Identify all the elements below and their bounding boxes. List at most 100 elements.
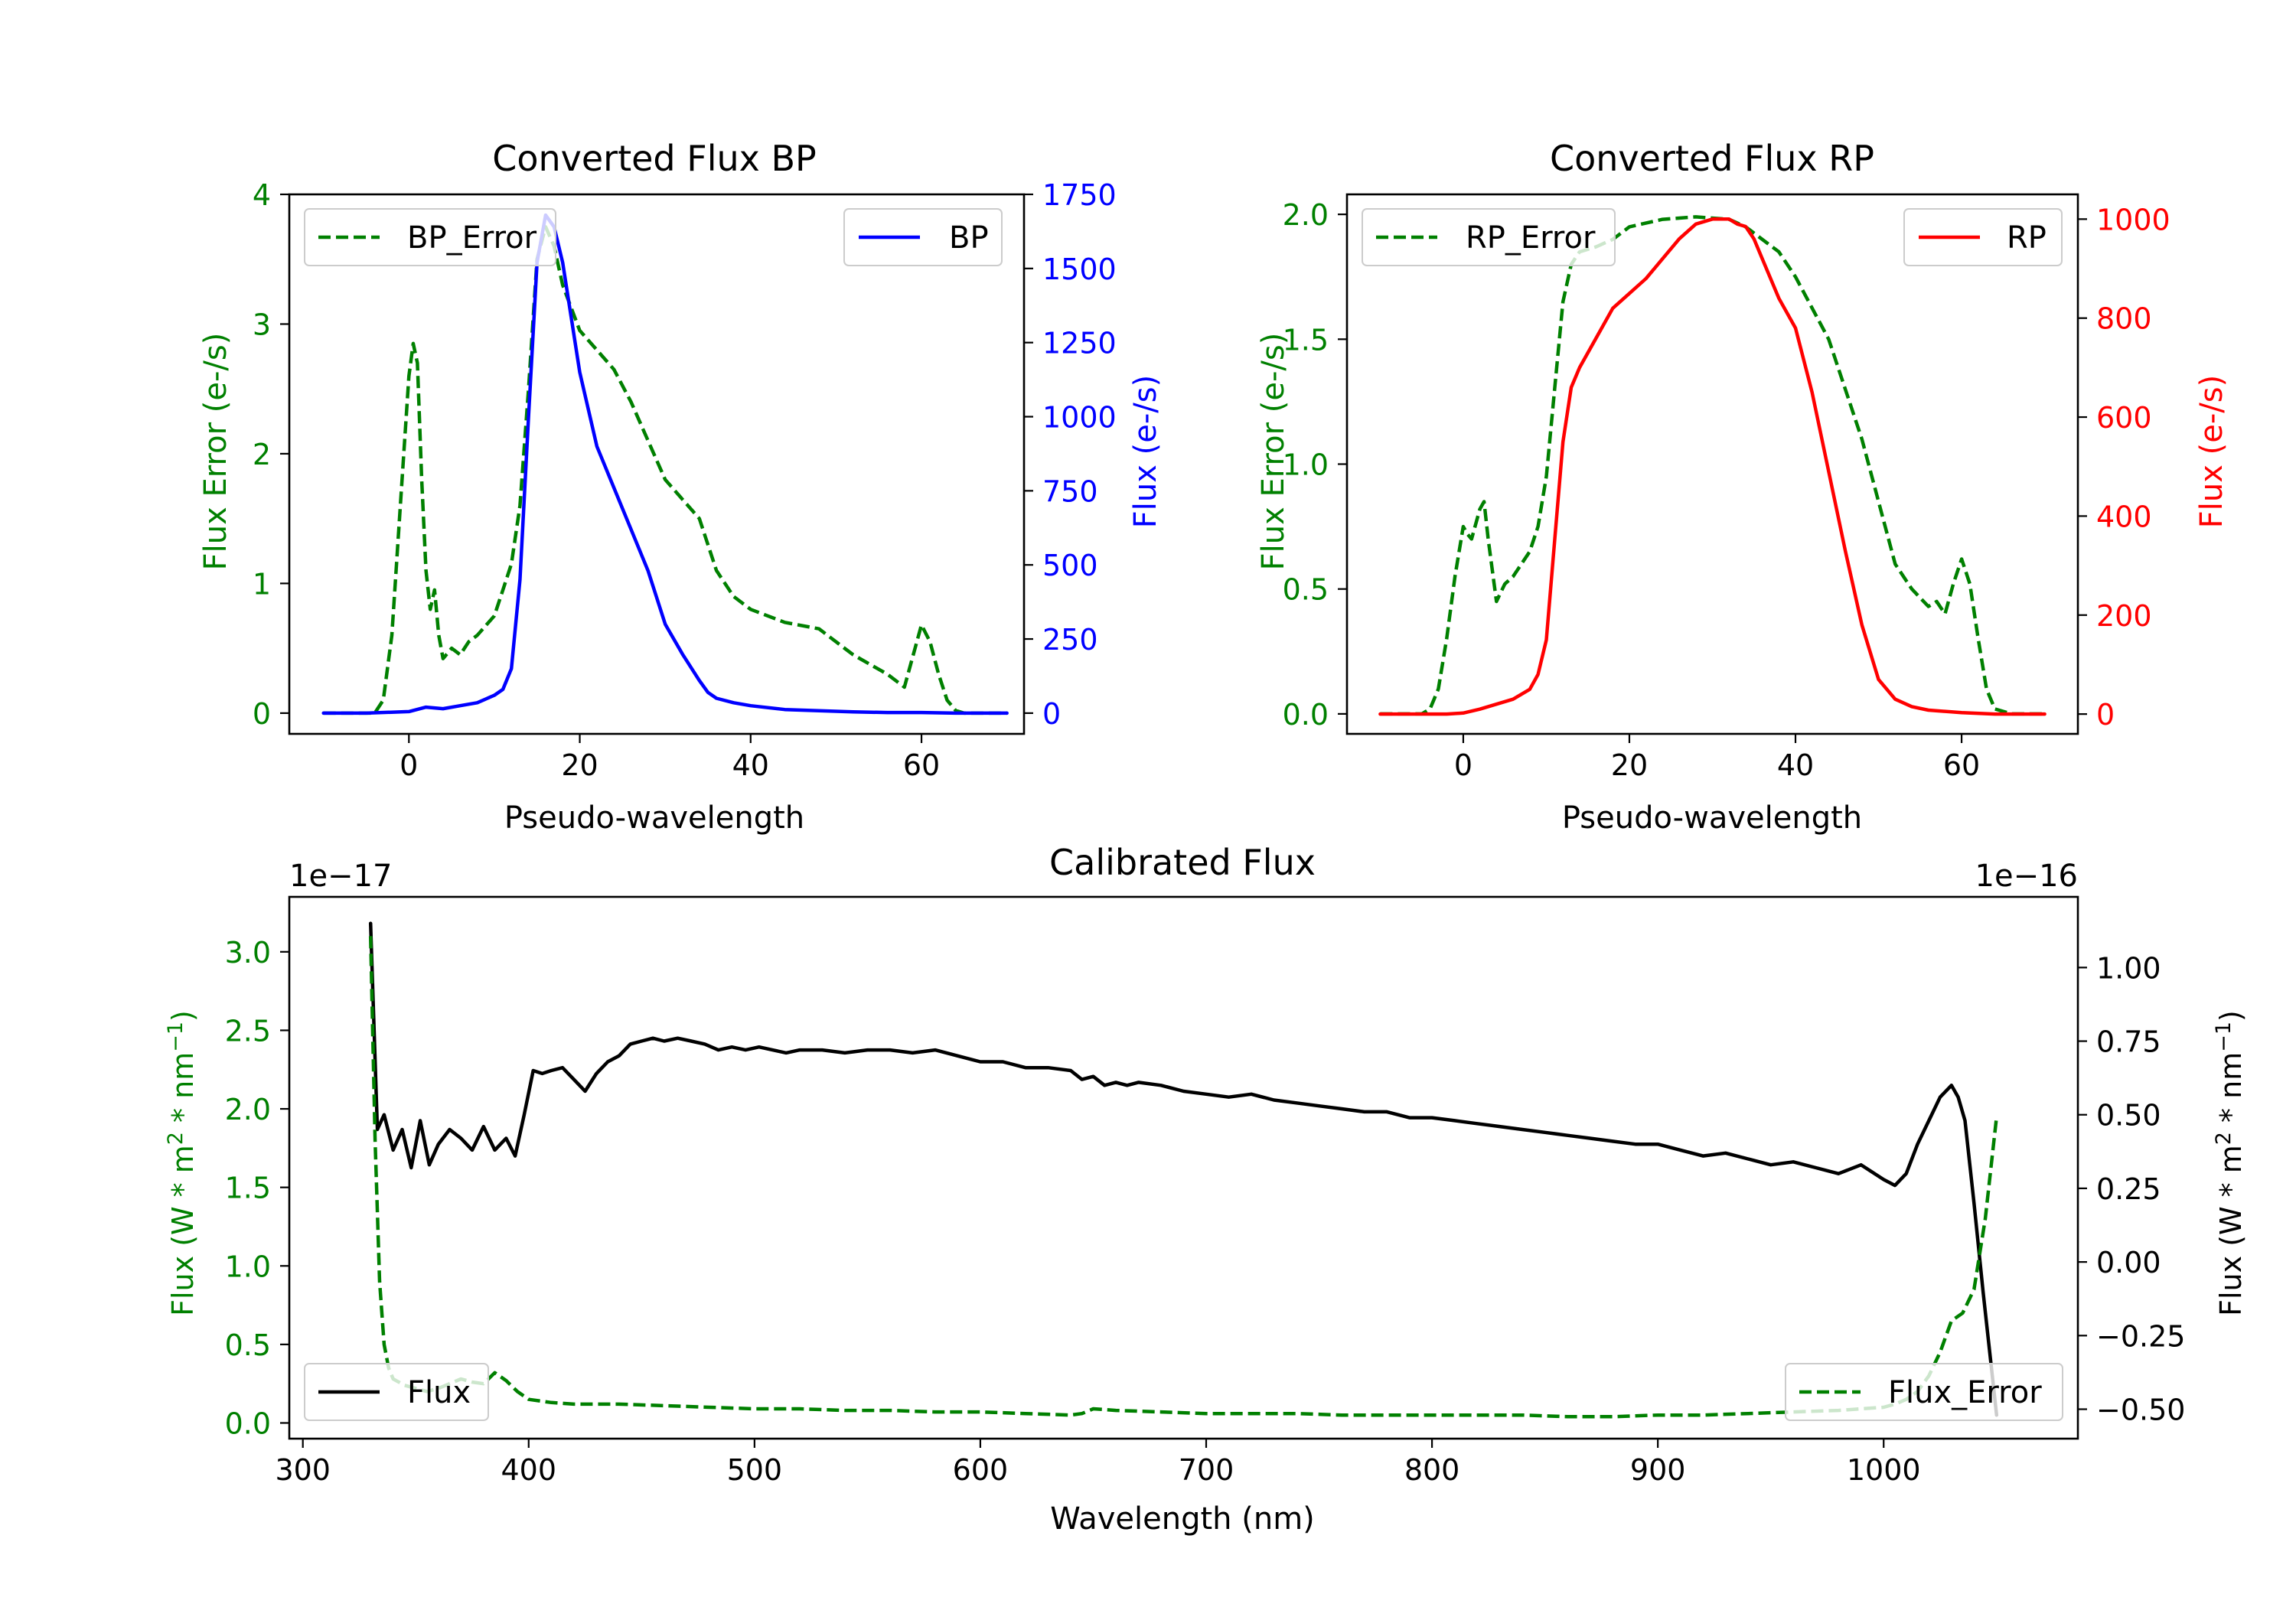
rp-ytick-right-label: 200: [2096, 599, 2152, 633]
rp-ytick-right-label: 1000: [2096, 203, 2170, 236]
cal-xtick-label: 1000: [1847, 1453, 1921, 1487]
rp-xtick-label: 60: [1943, 748, 1980, 782]
panel-converted-flux-rp: Converted Flux RP Pseudo-wavelength Flux…: [1256, 138, 2229, 836]
cal-ytick-left-label: 0.0: [225, 1407, 271, 1440]
cal-ytick-right-label: −0.25: [2096, 1319, 2185, 1353]
bp-xlabel: Pseudo-wavelength: [504, 800, 804, 836]
bp-ytick-left-label: 4: [253, 178, 271, 212]
cal-legend-flux-box: [304, 1363, 489, 1421]
bp-ytick-right-label: 1000: [1042, 401, 1117, 435]
bp-ytick-left-label: 2: [253, 438, 271, 471]
cal-ytick-right-label: 0.75: [2096, 1025, 2161, 1059]
rp-series-rp: [1378, 217, 2047, 716]
bp-ytick-right-label: 1500: [1042, 253, 1117, 286]
rp-ytick-left-label: 0.5: [1283, 573, 1329, 607]
cal-xtick-label: 500: [727, 1453, 783, 1487]
rp-ytick-right-label: 0: [2096, 698, 2115, 732]
cal-xtick-label: 600: [953, 1453, 1009, 1487]
cal-ytick-left-label: 0.5: [225, 1328, 271, 1362]
cal-title: Calibrated Flux: [1049, 842, 1316, 883]
panel-converted-flux-bp: Converted Flux BP Pseudo-wavelength Flux…: [198, 138, 1163, 836]
bp-legend-error-label: BP_Error: [407, 220, 537, 256]
bp-axes-frame: [288, 193, 1026, 735]
bp-legend-flux-label: BP: [949, 220, 989, 256]
rp-ytick-left-label: 1.5: [1283, 323, 1329, 357]
cal-ytick-left-label: 1.0: [225, 1250, 271, 1283]
panel-calibrated-flux: Calibrated Flux Wavelength (nm) 1e−17 1e…: [164, 842, 2248, 1537]
bp-ytick-right-label: 250: [1042, 623, 1098, 657]
rp-ylabel-left: Flux Error (e-/s): [1256, 333, 1291, 571]
rp-ytick-right-label: 800: [2096, 302, 2152, 336]
rp-ylabel-right: Flux (e-/s): [2194, 375, 2229, 528]
rp-legend-flux: RP: [1903, 208, 2063, 266]
cal-axes-frame: [288, 895, 2079, 1440]
cal-ytick-right-label: 0.50: [2096, 1099, 2161, 1133]
cal-ticks: 300 400 500 600 700 800 900 1000 0.0 0.5 1.0 1.5 2.0…: [225, 936, 2186, 1487]
rp-legend-flux-label: RP: [2007, 220, 2047, 256]
cal-legend-flux: Flux: [304, 1363, 489, 1421]
rp-axes-frame: [1345, 193, 2079, 735]
bp-legend-error: BP_Error: [304, 208, 556, 266]
bp-series-bp: [321, 213, 1009, 715]
bp-legend-flux: BP: [843, 208, 1003, 266]
cal-series: [368, 921, 1999, 1419]
cal-ytick-right-label: −0.50: [2096, 1393, 2185, 1427]
rp-title: Converted Flux RP: [1550, 138, 1874, 179]
cal-left-offset-text: 1e−17: [289, 859, 392, 894]
rp-ticks: 0 20 40 60 0.0 0.5 1.0 1.5 2.0 0 200 400 600 800 1000: [1283, 198, 2170, 782]
bp-ytick-left-label: 0: [253, 697, 271, 731]
rp-xtick-label: 40: [1777, 748, 1814, 782]
bp-xtick-label: 40: [732, 748, 769, 782]
rp-ytick-left-label: 2.0: [1283, 198, 1329, 232]
bp-ytick-right-label: 750: [1042, 474, 1098, 508]
bp-xtick-label: 20: [561, 748, 598, 782]
cal-ytick-left-label: 3.0: [225, 936, 271, 970]
cal-legend-error-label: Flux_Error: [1888, 1375, 2042, 1410]
rp-legend-error: RP_Error: [1362, 208, 1616, 266]
cal-legend-flux-label: Flux: [407, 1375, 471, 1410]
cal-ytick-right-label: 0.25: [2096, 1172, 2161, 1206]
cal-legend-error-box: [1785, 1363, 2063, 1421]
cal-series-flux: [368, 921, 1999, 1417]
cal-ytick-left-label: 2.5: [225, 1014, 271, 1048]
cal-ytick-left-label: 2.0: [225, 1093, 271, 1126]
cal-ytick-right-label: 1.00: [2096, 951, 2161, 985]
rp-legend-flux-box: [1903, 208, 2063, 266]
bp-legend-flux-box: [843, 208, 1003, 266]
bp-ytick-right-label: 0: [1042, 697, 1061, 731]
bp-ylabel-right: Flux (e-/s): [1128, 375, 1163, 528]
rp-xlabel: Pseudo-wavelength: [1562, 800, 1862, 836]
cal-ylabel-left: Flux (W * m2 * nm−1): [164, 1010, 200, 1316]
cal-xtick-label: 400: [501, 1453, 557, 1487]
cal-xtick-label: 300: [275, 1453, 331, 1487]
bp-xtick-label: 0: [400, 748, 418, 782]
rp-xtick-label: 0: [1454, 748, 1473, 782]
bp-title: Converted Flux BP: [492, 138, 817, 179]
rp-xtick-label: 20: [1611, 748, 1648, 782]
cal-right-offset-text: 1e−16: [1975, 859, 2078, 894]
rp-ytick-right-label: 400: [2096, 500, 2152, 533]
rp-legend-error-label: RP_Error: [1466, 220, 1596, 256]
bp-ytick-right-label: 500: [1042, 549, 1098, 582]
rp-ytick-left-label: 1.0: [1283, 448, 1329, 482]
cal-xtick-label: 800: [1404, 1453, 1460, 1487]
bp-xtick-label: 60: [903, 748, 940, 782]
bp-ytick-left-label: 1: [253, 567, 271, 601]
cal-ylabel-right: Flux (W * m2 * nm−1): [2212, 1010, 2248, 1316]
cal-ytick-right-label: 0.00: [2096, 1246, 2161, 1279]
rp-ytick-right-label: 600: [2096, 401, 2152, 435]
bp-ylabel-left: Flux Error (e-/s): [198, 333, 233, 571]
cal-series-flux-error: [368, 936, 1999, 1419]
cal-xtick-label: 700: [1179, 1453, 1234, 1487]
cal-xtick-label: 900: [1630, 1453, 1686, 1487]
rp-legend-error-box: [1362, 208, 1616, 266]
bp-ytick-right-label: 1250: [1042, 327, 1117, 360]
bp-ytick-left-label: 3: [253, 308, 271, 341]
rp-ytick-left-label: 0.0: [1283, 698, 1329, 732]
cal-ytick-left-label: 1.5: [225, 1172, 271, 1205]
bp-legend-error-box: [304, 208, 556, 266]
bp-ytick-right-label: 1750: [1042, 178, 1117, 212]
